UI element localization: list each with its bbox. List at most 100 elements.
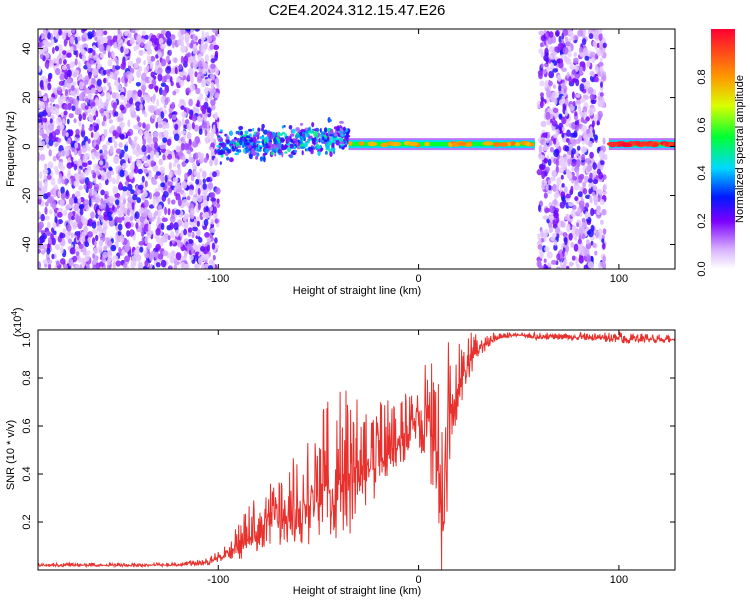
noise-blob: [149, 254, 153, 261]
signal-blob: [279, 142, 282, 149]
signal-blob: [257, 149, 262, 152]
signal-blob: [245, 142, 250, 146]
noise-blob: [66, 118, 70, 125]
noise-blob: [573, 35, 579, 40]
noise-blob: [81, 54, 86, 62]
noise-blob: [139, 215, 146, 223]
noise-blob: [213, 157, 219, 166]
noise-blob: [120, 234, 125, 244]
noise-blob: [80, 215, 86, 223]
noise-blob: [93, 183, 100, 192]
noise-blob: [103, 115, 107, 123]
signal-blob: [284, 151, 288, 154]
noise-blob: [564, 145, 570, 152]
noise-blob: [48, 195, 55, 203]
noise-blob: [141, 175, 145, 183]
noise-blob: [132, 194, 138, 201]
noise-blob: [170, 250, 176, 258]
noise-blob: [74, 264, 81, 269]
noise-blob: [173, 133, 180, 141]
noise-blob: [69, 46, 74, 52]
colorbar-ticks: 0.0 0.2 0.4 0.6 0.8: [696, 69, 708, 276]
signal-blob: [304, 148, 307, 152]
noise-blob: [566, 172, 573, 179]
noise-blob: [575, 93, 581, 99]
noise-blob: [87, 231, 93, 238]
y-tick-label: 1.0: [21, 332, 33, 347]
noise-blob: [93, 177, 97, 184]
noise-blob: [38, 243, 45, 250]
noise-blob: [196, 229, 201, 237]
noise-blob: [73, 180, 80, 187]
noise-blob: [39, 153, 46, 161]
noise-blob: [537, 260, 542, 269]
signal-blob: [263, 156, 266, 163]
noise-blob: [119, 104, 125, 111]
noise-blob: [169, 49, 172, 56]
noise-blob: [145, 123, 151, 131]
noise-blob: [206, 120, 210, 129]
noise-blob: [49, 96, 55, 103]
noise-blob: [169, 34, 176, 40]
signal-blob: [340, 141, 344, 145]
noise-blob: [106, 44, 111, 52]
noise-blob: [44, 206, 48, 215]
noise-blob: [142, 94, 147, 101]
signal-peak: [367, 141, 378, 147]
noise-blob: [569, 138, 574, 144]
noise-blob: [540, 229, 544, 238]
noise-blob: [47, 259, 53, 265]
noise-blob: [599, 40, 603, 47]
noise-blob: [73, 50, 77, 56]
noise-blob: [602, 174, 607, 180]
noise-blob: [581, 153, 586, 161]
signal-blob: [221, 142, 226, 149]
noise-blob: [570, 209, 577, 218]
noise-blob: [54, 216, 58, 224]
noise-blob: [48, 123, 55, 131]
x-tick-label: 0: [416, 273, 422, 285]
noise-blob: [602, 183, 608, 192]
noise-blob: [101, 135, 105, 142]
noise-blob: [565, 121, 570, 127]
noise-blob: [71, 215, 75, 221]
noise-blob: [102, 69, 107, 76]
noise-blob: [172, 177, 179, 183]
noise-blob: [579, 83, 585, 92]
noise-blob: [104, 193, 108, 200]
noise-blob: [98, 244, 103, 250]
noise-blob: [181, 111, 187, 118]
noise-blob: [103, 128, 108, 138]
noise-blob: [155, 262, 161, 268]
noise-blob: [80, 103, 84, 110]
noise-blob: [564, 98, 569, 106]
noise-blob: [117, 209, 123, 218]
noise-blob: [602, 74, 606, 81]
noise-blob: [47, 74, 52, 83]
noise-blob: [556, 253, 561, 261]
noise-blob: [183, 228, 188, 236]
noise-blob: [556, 266, 561, 269]
noise-blob: [119, 121, 125, 128]
noise-blob: [158, 131, 163, 140]
noise-blob: [179, 79, 185, 87]
signal-blob: [263, 129, 268, 135]
noise-blob: [581, 146, 588, 153]
colorbar-tick-label: 0.4: [696, 165, 708, 180]
noise-blob: [208, 35, 213, 43]
noise-blob: [161, 76, 167, 83]
signal-peak: [515, 142, 521, 147]
signal-blob: [261, 123, 265, 129]
signal-blob: [337, 125, 340, 132]
noise-blob: [565, 245, 569, 253]
noise-blob: [173, 264, 178, 269]
noise-blob: [589, 195, 593, 203]
signal-blob: [319, 133, 324, 138]
noise-blob: [144, 42, 150, 50]
noise-blob: [190, 29, 194, 35]
noise-blob: [214, 218, 219, 224]
noise-blob: [568, 261, 574, 267]
noise-blob: [98, 231, 102, 238]
signal-blob: [273, 139, 278, 143]
noise-blob: [581, 38, 587, 46]
